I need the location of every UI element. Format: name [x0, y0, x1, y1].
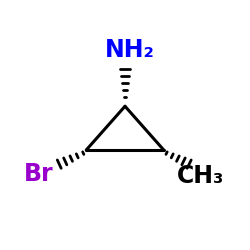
Text: CH₃: CH₃ — [176, 164, 224, 188]
Text: NH₂: NH₂ — [105, 38, 155, 62]
Text: Br: Br — [24, 162, 54, 186]
